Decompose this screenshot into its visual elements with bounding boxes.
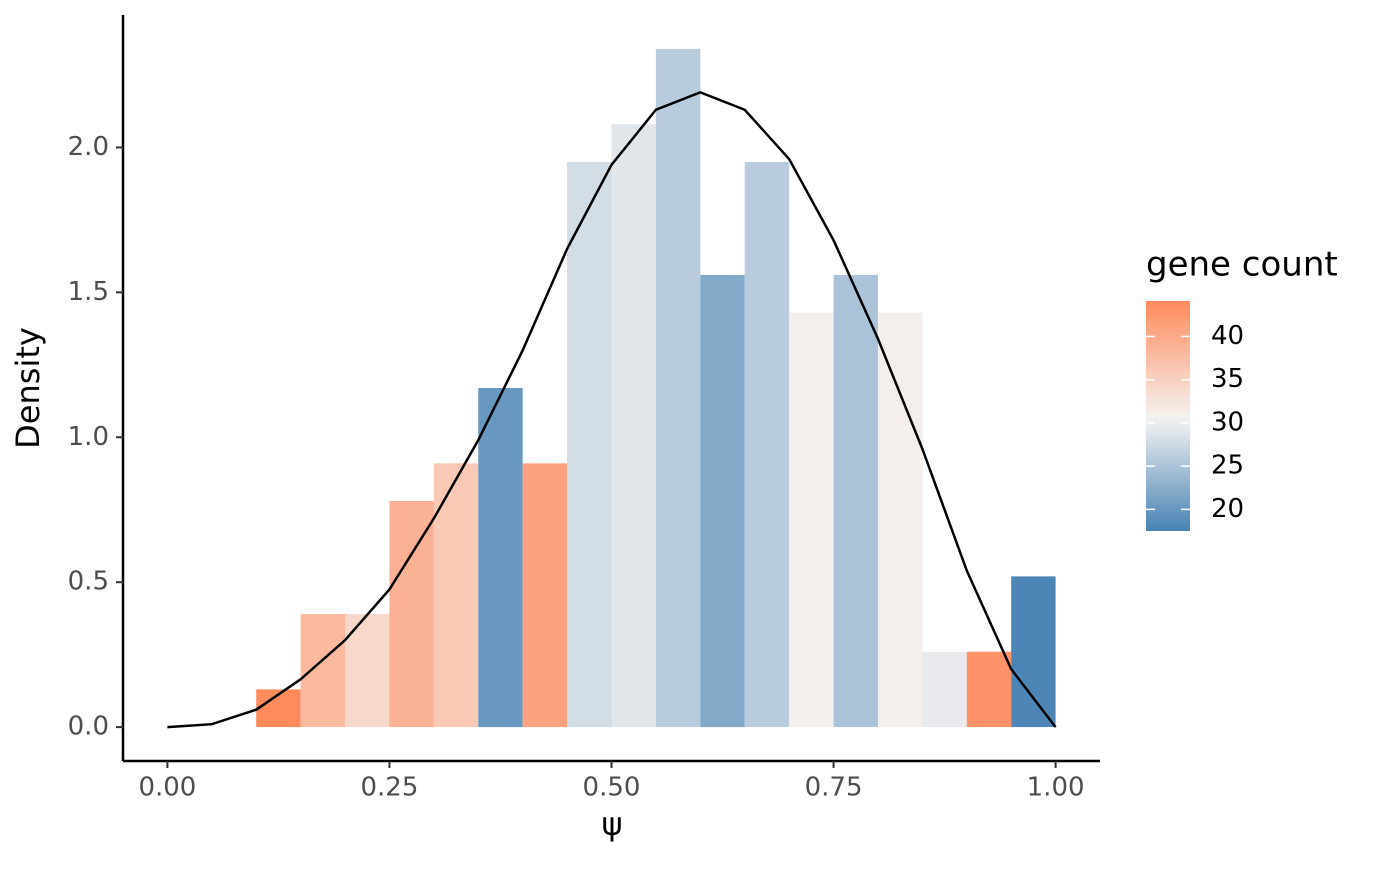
legend-label: 35 (1211, 364, 1244, 394)
legend-title: gene count (1146, 245, 1338, 285)
bar (789, 312, 834, 728)
colorbar (1146, 301, 1190, 531)
bar (966, 651, 1012, 728)
legend-label: 30 (1211, 407, 1244, 437)
bar (655, 48, 701, 728)
y-axis-title: Density (9, 327, 47, 449)
x-tick-label: 0.75 (805, 773, 863, 803)
bar (389, 501, 434, 728)
bar (922, 651, 967, 728)
bar (700, 274, 745, 728)
x-tick-label: 1.00 (1027, 773, 1085, 803)
bar (833, 274, 878, 728)
bar (744, 161, 790, 728)
bar (611, 124, 656, 728)
x-axis-title: ψ (601, 805, 622, 843)
x-tick-label: 0.50 (583, 773, 641, 803)
y-tick-label: 0.5 (68, 567, 109, 597)
bar (522, 463, 568, 728)
bar (433, 463, 479, 728)
bar (1011, 576, 1056, 728)
x-tick-label: 0.00 (138, 773, 196, 803)
bar (567, 161, 612, 728)
bar (300, 614, 346, 728)
y-tick-label: 0.0 (68, 712, 109, 742)
y-tick-label: 1.5 (68, 277, 109, 307)
legend-label: 20 (1211, 494, 1244, 524)
density-curve (167, 91, 1057, 729)
y-tick-label: 2.0 (68, 132, 109, 162)
x-tick-label: 0.25 (361, 773, 419, 803)
y-tick-label: 1.0 (68, 422, 109, 452)
bar (478, 388, 523, 728)
bar (877, 312, 923, 728)
legend-label: 25 (1211, 451, 1244, 481)
legend-label: 40 (1211, 321, 1244, 351)
